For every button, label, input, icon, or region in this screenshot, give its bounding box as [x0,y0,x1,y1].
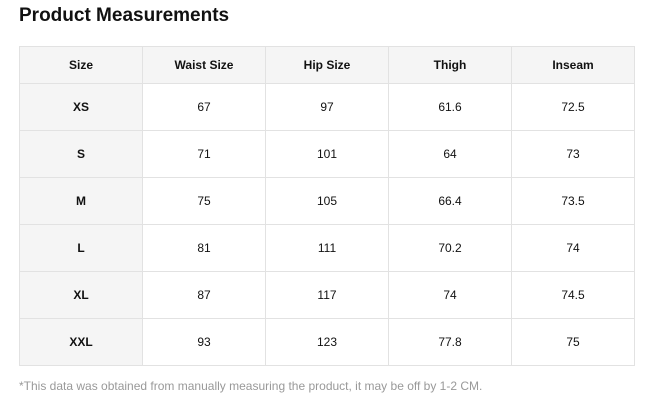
header-waist: Waist Size [142,46,266,84]
header-size: Size [19,46,143,84]
cell-inseam: 74.5 [511,271,635,319]
cell-size: L [19,224,143,272]
cell-hip: 97 [265,83,389,131]
header-thigh: Thigh [388,46,512,84]
cell-hip: 111 [265,224,389,272]
cell-hip: 101 [265,130,389,178]
cell-inseam: 74 [511,224,635,272]
table-row: XS 67 97 61.6 72.5 [19,83,635,131]
disclaimer-note: *This data was obtained from manually me… [19,379,483,393]
cell-waist: 67 [142,83,266,131]
cell-size: M [19,177,143,225]
table-row: XXL 93 123 77.8 75 [19,318,635,366]
cell-hip: 123 [265,318,389,366]
table-row: L 81 111 70.2 74 [19,224,635,272]
header-hip: Hip Size [265,46,389,84]
cell-size: XL [19,271,143,319]
table-row: M 75 105 66.4 73.5 [19,177,635,225]
cell-thigh: 77.8 [388,318,512,366]
table-row: XL 87 117 74 74.5 [19,271,635,319]
cell-size: XXL [19,318,143,366]
cell-thigh: 74 [388,271,512,319]
cell-inseam: 73 [511,130,635,178]
header-inseam: Inseam [511,46,635,84]
cell-size: XS [19,83,143,131]
page-title: Product Measurements [19,5,230,26]
cell-hip: 117 [265,271,389,319]
cell-thigh: 61.6 [388,83,512,131]
cell-waist: 75 [142,177,266,225]
table-row: S 71 101 64 73 [19,130,635,178]
cell-waist: 81 [142,224,266,272]
cell-inseam: 72.5 [511,83,635,131]
cell-waist: 93 [142,318,266,366]
cell-size: S [19,130,143,178]
cell-hip: 105 [265,177,389,225]
cell-thigh: 64 [388,130,512,178]
cell-inseam: 73.5 [511,177,635,225]
cell-waist: 71 [142,130,266,178]
measurements-table: Size Waist Size Hip Size Thigh Inseam XS… [19,46,635,366]
cell-thigh: 66.4 [388,177,512,225]
cell-inseam: 75 [511,318,635,366]
cell-thigh: 70.2 [388,224,512,272]
header-row: Size Waist Size Hip Size Thigh Inseam [19,46,635,84]
cell-waist: 87 [142,271,266,319]
